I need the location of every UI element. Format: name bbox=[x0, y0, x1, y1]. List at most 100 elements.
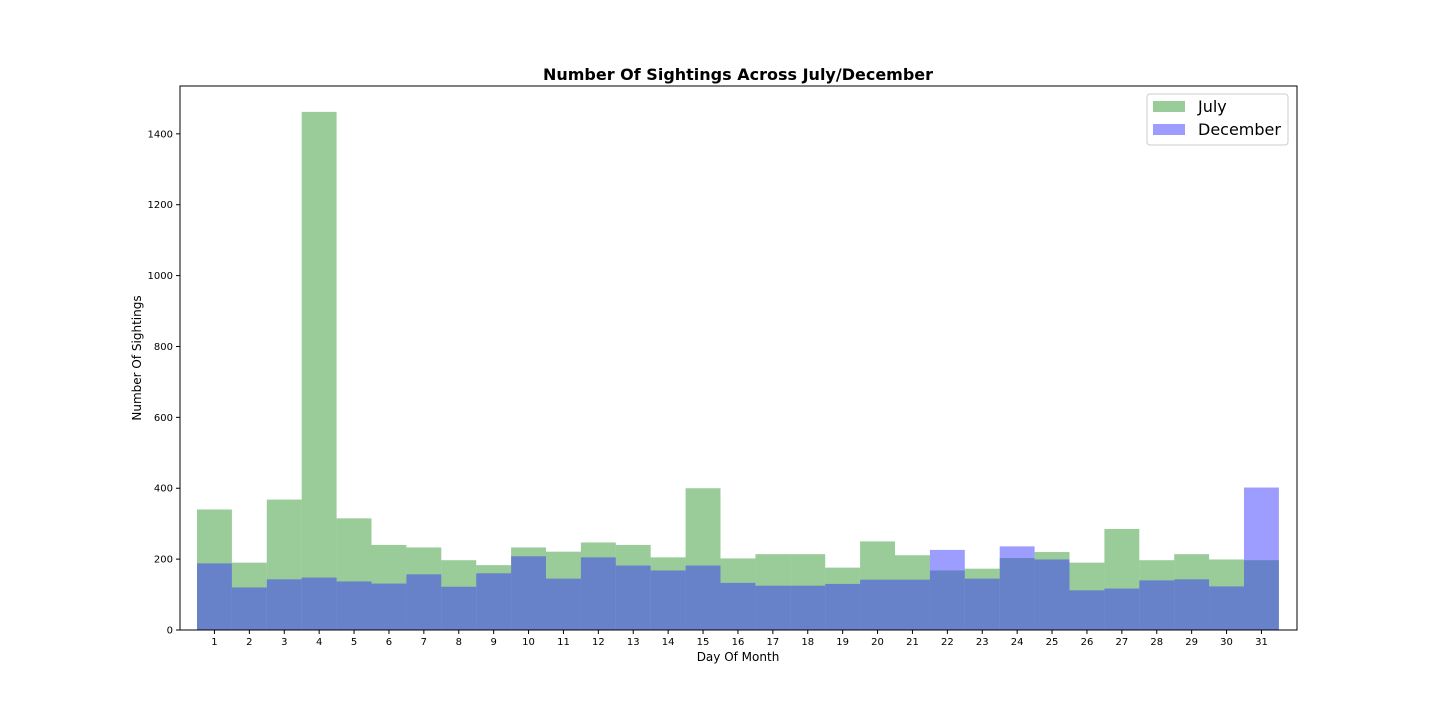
x-tick-label: 7 bbox=[421, 637, 427, 648]
bar-july-day-3 bbox=[266, 499, 302, 630]
bar-december-day-29 bbox=[1174, 579, 1210, 630]
bar-july-day-18 bbox=[790, 554, 826, 630]
y-tick-label: 1400 bbox=[148, 129, 173, 140]
y-tick-label: 200 bbox=[154, 555, 173, 566]
bar-december-day-1 bbox=[197, 563, 232, 630]
x-tick-label: 14 bbox=[662, 637, 675, 648]
series-july bbox=[197, 111, 1279, 630]
bar-july-day-13 bbox=[615, 544, 651, 630]
x-tick-label: 10 bbox=[522, 637, 535, 648]
bar-july-day-12 bbox=[580, 542, 616, 630]
bar-july-day-27 bbox=[1104, 528, 1140, 630]
bar-july-day-29 bbox=[1174, 554, 1210, 630]
bar-july-day-25 bbox=[1034, 552, 1070, 630]
x-tick-label: 27 bbox=[1115, 637, 1128, 648]
bar-december-day-14 bbox=[650, 570, 686, 630]
y-axis-label: Number Of Sightings bbox=[130, 295, 144, 420]
bar-december-day-22 bbox=[929, 549, 965, 630]
x-tick-label: 18 bbox=[801, 637, 814, 648]
bar-december-day-10 bbox=[511, 556, 546, 630]
bar-december-day-23 bbox=[964, 578, 1000, 630]
bar-december-day-13 bbox=[615, 565, 651, 630]
bar-december-day-5 bbox=[336, 581, 372, 630]
bar-december-day-24 bbox=[999, 546, 1035, 630]
bar-december-day-19 bbox=[825, 583, 861, 630]
bar-december-day-28 bbox=[1139, 580, 1175, 630]
bar-december-day-31 bbox=[1244, 487, 1279, 630]
legend-label-december: December bbox=[1198, 120, 1281, 139]
bar-december-day-26 bbox=[1069, 590, 1105, 630]
x-tick-label: 24 bbox=[1011, 637, 1024, 648]
x-tick-label: 25 bbox=[1046, 637, 1059, 648]
bar-july-day-31 bbox=[1244, 560, 1279, 630]
bar-july-day-14 bbox=[650, 557, 686, 630]
bar-july-day-1 bbox=[197, 509, 232, 630]
bar-december-day-7 bbox=[406, 574, 442, 630]
x-axis: 1 2 3 4 5 6 7 8 9 10 11 12 13 14 15 16 17 18 19 20 21 22 23 24 2… bbox=[211, 630, 1268, 648]
bar-july-day-17 bbox=[755, 554, 791, 630]
series-december bbox=[197, 487, 1279, 630]
x-tick-label: 3 bbox=[281, 637, 287, 648]
x-tick-label: 23 bbox=[976, 637, 989, 648]
bar-december-day-4 bbox=[301, 577, 337, 630]
y-tick-label: 400 bbox=[154, 484, 173, 495]
x-tick-label: 11 bbox=[557, 637, 570, 648]
bar-december-day-17 bbox=[755, 585, 791, 630]
bar-july-day-15 bbox=[685, 488, 721, 630]
x-tick-label: 20 bbox=[871, 637, 884, 648]
bar-december-day-9 bbox=[476, 573, 512, 630]
bar-december-day-2 bbox=[231, 587, 267, 630]
x-tick-label: 17 bbox=[766, 637, 779, 648]
x-tick-label: 1 bbox=[211, 637, 217, 648]
bar-december-day-3 bbox=[266, 579, 302, 630]
x-tick-label: 31 bbox=[1255, 637, 1268, 648]
bar-july-day-30 bbox=[1209, 559, 1244, 630]
bar-december-day-15 bbox=[685, 565, 721, 630]
bar-july-day-11 bbox=[546, 551, 581, 630]
x-tick-label: 19 bbox=[836, 637, 849, 648]
y-tick-label: 1000 bbox=[148, 271, 173, 282]
bar-december-day-16 bbox=[720, 582, 756, 630]
bar-december-day-20 bbox=[860, 579, 895, 630]
bar-december-day-30 bbox=[1209, 586, 1244, 630]
y-tick-label: 0 bbox=[167, 626, 173, 637]
bar-december-day-11 bbox=[546, 578, 581, 630]
legend: July December bbox=[1146, 93, 1289, 146]
bar-july-day-10 bbox=[511, 547, 546, 630]
bar-july-day-22 bbox=[929, 570, 965, 630]
y-axis: 0 200 400 600 800 1000 1200 1400 bbox=[148, 129, 180, 637]
y-tick-label: 600 bbox=[154, 413, 173, 424]
x-tick-label: 13 bbox=[627, 637, 640, 648]
bar-july-day-20 bbox=[860, 541, 895, 630]
x-tick-label: 28 bbox=[1150, 637, 1163, 648]
bar-july-day-8 bbox=[441, 560, 477, 630]
bar-december-day-25 bbox=[1034, 559, 1070, 630]
x-tick-label: 8 bbox=[456, 637, 462, 648]
bar-july-day-28 bbox=[1139, 560, 1175, 630]
x-tick-label: 29 bbox=[1185, 637, 1198, 648]
x-tick-label: 12 bbox=[592, 637, 605, 648]
y-tick-label: 800 bbox=[154, 342, 173, 353]
x-tick-label: 15 bbox=[697, 637, 710, 648]
bar-july-day-9 bbox=[476, 565, 512, 630]
legend-swatch-december bbox=[1153, 124, 1185, 135]
x-tick-label: 30 bbox=[1220, 637, 1233, 648]
bar-july-day-4 bbox=[301, 111, 337, 630]
bar-july-day-5 bbox=[336, 518, 372, 630]
legend-label-july: July bbox=[1197, 97, 1227, 116]
bar-december-day-6 bbox=[371, 583, 407, 630]
x-tick-label: 26 bbox=[1081, 637, 1094, 648]
bar-july-day-21 bbox=[895, 555, 930, 630]
x-tick-label: 6 bbox=[386, 637, 392, 648]
x-tick-label: 5 bbox=[351, 637, 357, 648]
bar-july-day-26 bbox=[1069, 562, 1105, 630]
legend-swatch-july bbox=[1153, 101, 1185, 112]
x-axis-label: Day Of Month bbox=[697, 650, 780, 664]
x-tick-label: 2 bbox=[246, 637, 252, 648]
x-tick-label: 21 bbox=[906, 637, 919, 648]
x-tick-label: 22 bbox=[941, 637, 954, 648]
y-tick-label: 1200 bbox=[148, 200, 173, 211]
bar-july-day-6 bbox=[371, 544, 407, 630]
bar-july-day-16 bbox=[720, 558, 756, 630]
